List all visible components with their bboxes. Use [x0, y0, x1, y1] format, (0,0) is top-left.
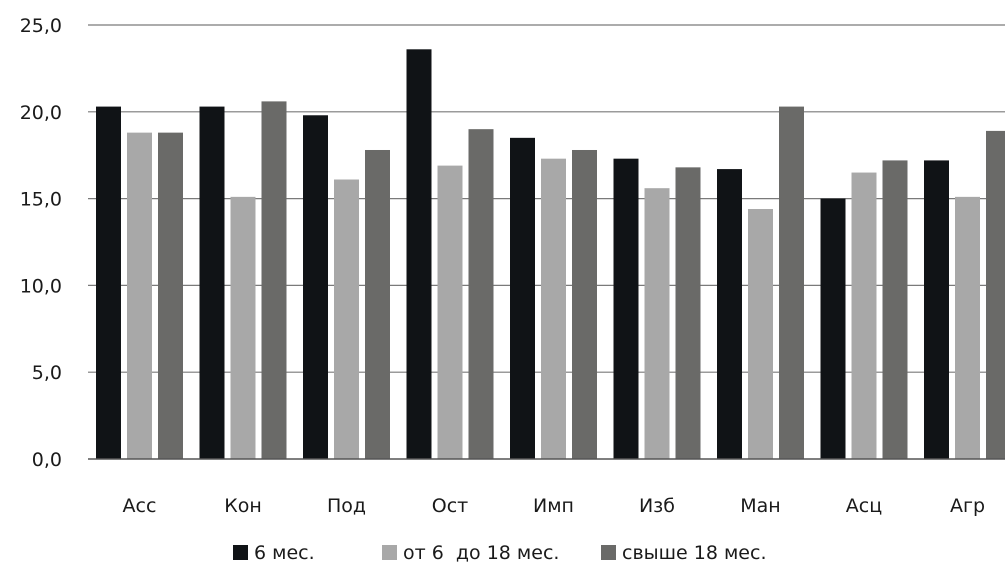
bar-2-6 [644, 188, 670, 459]
bar-3-2 [261, 101, 287, 459]
x-tick-label: Имп [533, 495, 574, 517]
bar-3-7 [779, 106, 804, 459]
legend-label-2: от 6 до 18 мес. [403, 542, 559, 564]
legend-swatch-3 [601, 545, 616, 560]
legend-label-1: 6 мес. [254, 542, 315, 564]
x-tick-label: Ман [740, 495, 780, 517]
bar-2-3 [334, 179, 359, 459]
bar-1-2 [199, 106, 225, 459]
y-axis-ticks: 0,0 5,0 10,0 15,0 20,0 25,0 [20, 15, 62, 471]
y-tick-label: 10,0 [20, 275, 62, 297]
bar-3-5 [572, 149, 597, 459]
legend-label-3: свыше 18 мес. [622, 542, 767, 564]
bar-2-9 [955, 196, 980, 459]
y-tick-label: 25,0 [20, 15, 62, 37]
bar-1-3 [303, 115, 328, 459]
bar-3-1 [158, 132, 183, 459]
x-tick-label: Изб [639, 495, 675, 517]
x-tick-label: Асц [846, 495, 882, 517]
bar-1-1 [96, 106, 121, 459]
bar-2-5 [541, 158, 566, 459]
bar-3-8 [882, 160, 908, 459]
bar-2-4 [437, 165, 463, 459]
bar-1-6 [613, 158, 639, 459]
bar-1-9 [924, 160, 949, 459]
bar-1-7 [717, 169, 742, 459]
bar-2-7 [748, 209, 773, 459]
bar-2-8 [851, 172, 877, 459]
y-tick-label: 20,0 [20, 102, 62, 124]
x-tick-label: Ост [432, 495, 468, 517]
bar-2-2 [230, 196, 256, 459]
x-tick-label: Асс [123, 495, 157, 517]
legend-swatch-1 [233, 545, 248, 560]
x-tick-label: Кон [224, 495, 262, 517]
x-tick-label: Под [327, 495, 366, 517]
bar-1-8 [820, 198, 846, 459]
y-tick-label: 5,0 [32, 362, 62, 384]
bars [96, 49, 1005, 460]
bar-1-5 [510, 137, 535, 459]
bar-3-9 [986, 130, 1005, 459]
bar-3-6 [675, 167, 701, 460]
x-tick-label: Агр [950, 495, 985, 517]
y-tick-label: 0,0 [32, 449, 62, 471]
x-axis-labels: Асс Кон Под Ост Имп Изб Ман Асц Агр [123, 495, 985, 517]
bar-3-3 [365, 149, 390, 459]
legend: 6 мес. от 6 до 18 мес. свыше 18 мес. [233, 542, 767, 564]
legend-swatch-2 [382, 545, 397, 560]
bar-2-1 [127, 132, 152, 459]
bar-3-4 [468, 129, 494, 459]
bar-1-4 [406, 49, 432, 459]
y-tick-label: 15,0 [20, 189, 62, 211]
